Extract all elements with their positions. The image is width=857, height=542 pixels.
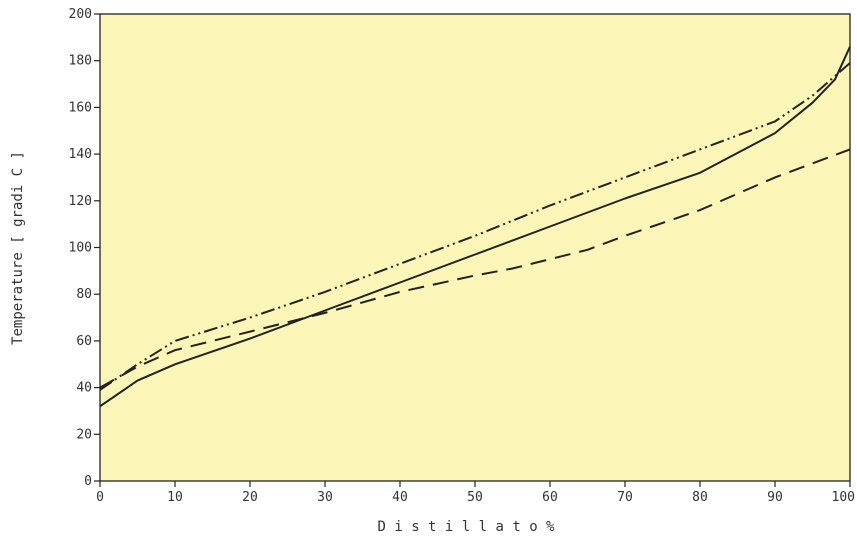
- y-tick-label: 140: [69, 147, 92, 162]
- y-tick-label: 160: [69, 100, 92, 115]
- series-line-dashed: [99, 148, 851, 389]
- x-axis-title: D i s t i l l a t o %: [377, 519, 555, 535]
- x-tick-label: 90: [767, 490, 783, 505]
- y-axis-ticks: 0 20 40 60 80 100 120 140 160 180 200: [69, 7, 100, 489]
- y-tick-label: 40: [76, 381, 92, 396]
- y-axis-title: Temperature [ gradi C ]: [10, 151, 26, 345]
- series-line-dash-dot-dot: [99, 62, 851, 391]
- x-tick-label: 10: [167, 490, 183, 505]
- y-tick-label: 200: [69, 7, 92, 22]
- x-tick-label: 30: [317, 490, 333, 505]
- x-tick-label: 50: [467, 490, 483, 505]
- x-tick-label: 60: [542, 490, 558, 505]
- x-tick-label: 0: [96, 490, 104, 505]
- x-tick-label: 70: [617, 490, 633, 505]
- y-tick-label: 0: [84, 474, 92, 489]
- plot-background: [99, 13, 851, 482]
- y-tick-label: 100: [69, 241, 92, 256]
- x-tick-label: 100: [832, 490, 855, 505]
- series-line-solid: [99, 46, 851, 408]
- y-tick-label: 180: [69, 54, 92, 69]
- x-tick-label: 40: [392, 490, 408, 505]
- x-axis-ticks: 0 10 20 30 40 50 60 70 80 90 100: [96, 481, 855, 505]
- x-tick-label: 20: [242, 490, 258, 505]
- y-tick-label: 80: [76, 287, 92, 302]
- series-layer: [99, 46, 851, 408]
- y-tick-label: 20: [76, 427, 92, 442]
- y-tick-label: 60: [76, 334, 92, 349]
- y-tick-label: 120: [69, 194, 92, 209]
- x-tick-label: 80: [692, 490, 708, 505]
